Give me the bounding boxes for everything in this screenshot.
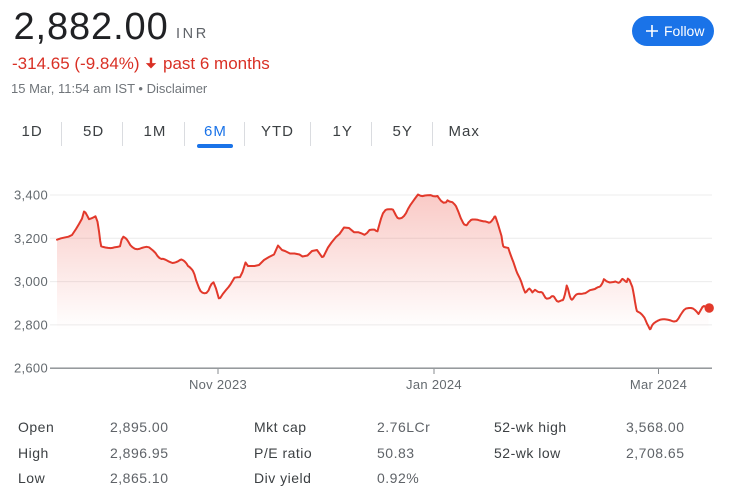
svg-text:3,200: 3,200: [14, 231, 48, 246]
svg-text:Jan 2024: Jan 2024: [406, 377, 462, 392]
svg-text:3,400: 3,400: [14, 188, 48, 203]
svg-text:2,600: 2,600: [14, 361, 48, 376]
svg-text:Nov 2023: Nov 2023: [189, 377, 247, 392]
svg-text:3,000: 3,000: [14, 274, 48, 289]
svg-text:2,800: 2,800: [14, 317, 48, 332]
svg-text:Mar 2024: Mar 2024: [630, 377, 687, 392]
